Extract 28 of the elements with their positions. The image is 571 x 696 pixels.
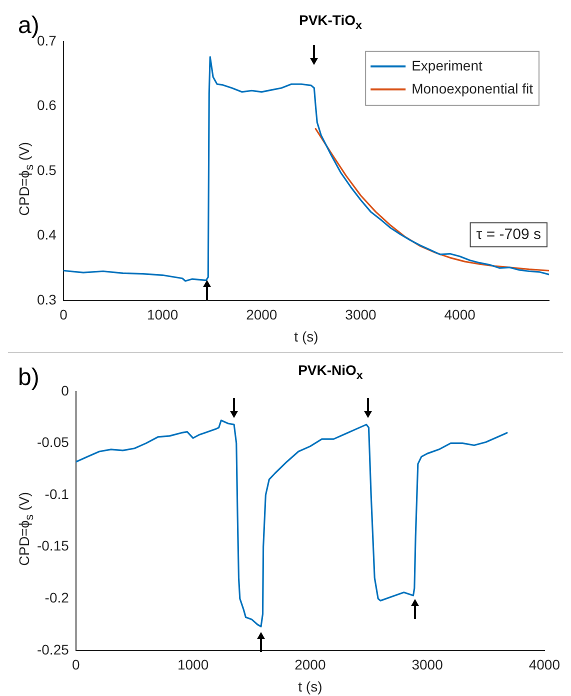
legend-label: Experiment	[412, 57, 483, 74]
x-axis-title: t (s)	[298, 678, 322, 694]
y-tick-label: 0.5	[36, 162, 57, 178]
x-tick-label: 4000	[444, 306, 476, 323]
y-tick-label: 0	[61, 382, 70, 398]
y-tick-label: -0.15	[36, 538, 70, 554]
x-tick-label: 0	[72, 656, 80, 673]
y-tick-label: -0.2	[44, 589, 70, 606]
x-tick-label: 3000	[412, 656, 444, 673]
y-tick-label: -0.05	[36, 434, 70, 450]
y-tick-label: 0.6	[36, 97, 57, 114]
text: b)	[18, 364, 40, 392]
y-tick-label: 0.7	[36, 32, 57, 48]
y-tick-label: -0.25	[36, 641, 70, 658]
y-tick-label: -0.1	[44, 486, 70, 502]
x-tick-label: 1000	[177, 656, 209, 673]
x-tick-label: 3000	[345, 306, 377, 323]
annotation: τ = -709 s	[476, 226, 542, 243]
legend-label: Monoexponential fit	[412, 80, 534, 96]
x-tick-label: 1000	[146, 306, 178, 323]
x-axis-title: t (s)	[294, 328, 318, 344]
x-tick-label: 2000	[246, 306, 278, 323]
chart-title: PVK-TiO$_{x}$	[298, 12, 363, 32]
y-tick-label: 0.4	[36, 226, 57, 243]
chart-title: PVK-NiO$_{x}$	[297, 362, 364, 382]
x-tick-label: 4000	[528, 656, 560, 673]
x-tick-label: 2000	[294, 656, 326, 673]
y-tick-label: 0.3	[36, 291, 57, 308]
